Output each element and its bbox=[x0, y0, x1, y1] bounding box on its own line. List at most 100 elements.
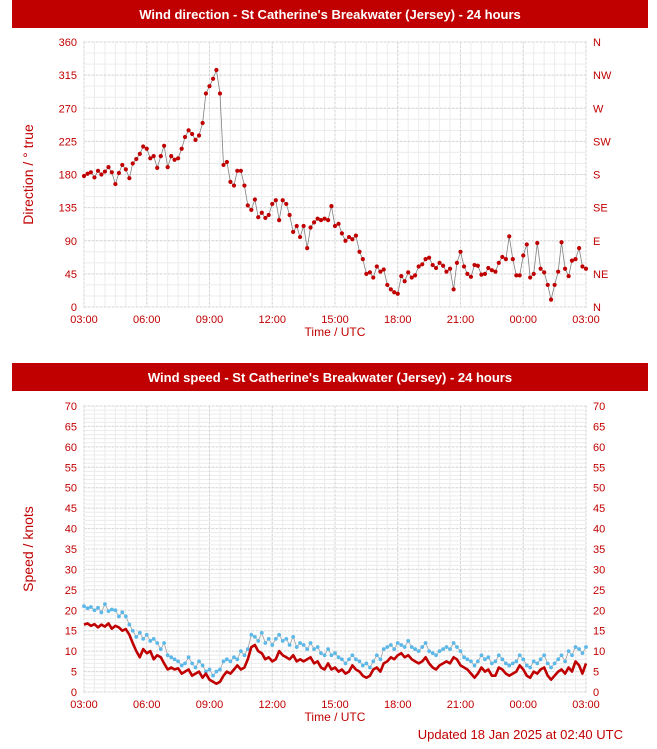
direction-point bbox=[507, 234, 512, 239]
gust-point bbox=[235, 657, 240, 662]
y-tick-label: 225 bbox=[59, 136, 77, 148]
direction-point bbox=[151, 153, 156, 159]
direction-point bbox=[524, 242, 529, 247]
x-axis-title: Time / UTC bbox=[305, 325, 366, 339]
gust-point bbox=[472, 663, 477, 668]
direction-point bbox=[332, 223, 338, 229]
direction-point bbox=[583, 266, 589, 271]
gust-point bbox=[434, 653, 438, 658]
gust-point bbox=[462, 655, 466, 660]
gust-point bbox=[287, 643, 292, 647]
direction-point bbox=[113, 181, 118, 187]
direction-point bbox=[378, 269, 383, 274]
y-tick-label: 45 bbox=[65, 269, 77, 281]
direction-point bbox=[106, 165, 111, 170]
gust-point bbox=[563, 659, 567, 664]
direction-point bbox=[385, 282, 390, 288]
direction-point bbox=[329, 204, 334, 209]
gust-point bbox=[211, 673, 215, 678]
gust-point bbox=[573, 645, 578, 649]
direction-point bbox=[528, 275, 533, 280]
direction-point bbox=[531, 271, 536, 276]
direction-point bbox=[343, 238, 348, 243]
direction-point bbox=[461, 264, 467, 269]
direction-chart-title: Wind direction - St Catherine's Breakwat… bbox=[12, 0, 648, 28]
x-tick-label: 09:00 bbox=[196, 314, 224, 326]
gust-point bbox=[301, 643, 306, 647]
gust-point bbox=[200, 663, 205, 668]
gust-point bbox=[517, 653, 522, 658]
direction-point bbox=[468, 274, 474, 279]
x-tick-label: 21:00 bbox=[447, 699, 475, 711]
direction-point bbox=[169, 153, 174, 159]
gust-point bbox=[357, 659, 362, 664]
x-tick-label: 18:00 bbox=[384, 699, 412, 711]
gust-point bbox=[451, 641, 456, 645]
gust-point bbox=[92, 608, 97, 613]
direction-point bbox=[203, 91, 209, 96]
gust-point bbox=[528, 665, 533, 670]
gust-point bbox=[455, 645, 459, 649]
direction-point bbox=[510, 257, 515, 262]
gust-point bbox=[242, 653, 247, 658]
direction-point bbox=[580, 264, 585, 269]
direction-point bbox=[277, 218, 282, 223]
direction-point bbox=[535, 240, 540, 246]
gust-point bbox=[298, 641, 302, 645]
direction-point bbox=[270, 201, 275, 207]
gust-point bbox=[256, 639, 261, 643]
direction-point bbox=[81, 173, 87, 179]
direction-point bbox=[423, 257, 428, 262]
direction-point bbox=[503, 257, 508, 262]
y-tick-label: 60 bbox=[65, 442, 77, 454]
direction-point bbox=[447, 266, 453, 271]
gust-point bbox=[510, 661, 515, 666]
direction-point bbox=[308, 225, 313, 230]
direction-point bbox=[465, 271, 470, 276]
gust-point bbox=[134, 634, 139, 639]
y-tick-label: 25 bbox=[65, 585, 77, 597]
direction-point bbox=[322, 216, 327, 221]
x-tick-label: 09:00 bbox=[196, 699, 224, 711]
gust-point bbox=[535, 661, 540, 666]
x-tick-label: 12:00 bbox=[258, 314, 286, 326]
gust-point bbox=[395, 641, 400, 645]
gust-point bbox=[489, 661, 494, 666]
gust-point bbox=[559, 653, 564, 658]
x-tick-label: 12:00 bbox=[258, 699, 286, 711]
direction-point bbox=[291, 229, 296, 235]
right-axis-label: 10 bbox=[593, 646, 605, 658]
direction-point bbox=[381, 267, 386, 272]
gust-point bbox=[179, 663, 184, 668]
gust-point bbox=[186, 655, 191, 660]
gust-point bbox=[315, 645, 320, 649]
gust-point bbox=[151, 636, 156, 641]
y-tick-label: 135 bbox=[59, 203, 77, 215]
gust-point bbox=[479, 653, 484, 658]
direction-point bbox=[444, 269, 449, 274]
direction-point bbox=[130, 161, 135, 166]
right-axis-label: 35 bbox=[593, 544, 605, 556]
direction-point bbox=[162, 143, 167, 148]
gust-point bbox=[232, 655, 236, 660]
gust-point bbox=[190, 661, 195, 666]
gust-point bbox=[364, 661, 369, 666]
direction-point bbox=[402, 279, 407, 284]
y-tick-label: 10 bbox=[65, 646, 77, 658]
direction-point bbox=[207, 84, 212, 89]
right-axis-label: 15 bbox=[593, 626, 605, 638]
direction-point bbox=[556, 269, 561, 274]
direction-point bbox=[325, 218, 331, 223]
direction-point bbox=[458, 249, 463, 254]
direction-point bbox=[263, 215, 268, 221]
gust-point bbox=[277, 632, 282, 637]
y-tick-label: 35 bbox=[65, 544, 77, 556]
direction-point bbox=[238, 168, 243, 173]
gust-point bbox=[99, 610, 104, 615]
gust-point bbox=[368, 665, 372, 670]
y-tick-label: 45 bbox=[65, 503, 77, 515]
gust-point bbox=[500, 657, 505, 662]
gust-point bbox=[214, 669, 219, 674]
gust-point bbox=[545, 661, 550, 666]
gust-point bbox=[413, 647, 418, 651]
